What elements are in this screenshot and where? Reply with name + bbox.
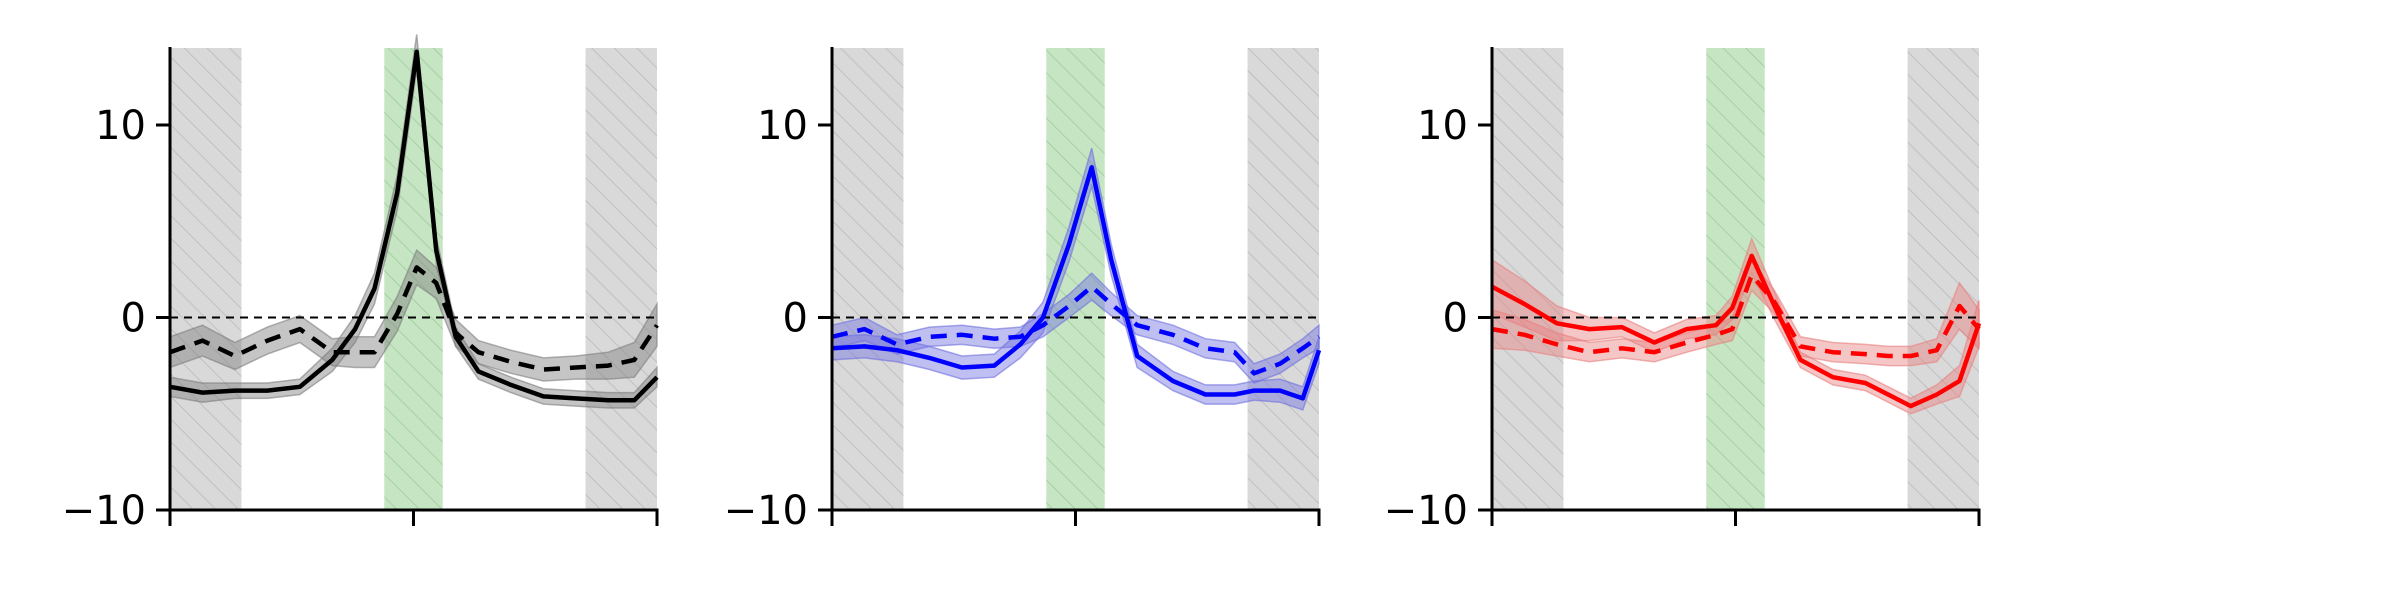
series-line-solid [169, 49, 659, 403]
error-band-solid [169, 34, 658, 409]
chart-panel-1: −10 0 10 [62, 34, 659, 534]
error-band-dashed [169, 248, 658, 382]
series-line-dashed [169, 265, 659, 372]
series-line-solid [831, 165, 1322, 401]
error-band-dashed [1491, 258, 1980, 367]
shaded-region-hatch-1 [832, 48, 904, 510]
chart-panel-3: −10 0 10 [1384, 47, 1982, 534]
y-tick-label: 0 [121, 296, 146, 342]
series-line-solid [1490, 253, 1982, 409]
series-line-dashed [831, 284, 1321, 376]
y-tick-label: 0 [1443, 296, 1468, 342]
series-line-dashed [1491, 272, 1981, 359]
shaded-region-hatch-3 [1247, 48, 1319, 510]
y-tick-label: −10 [724, 488, 808, 534]
shaded-region-hatch-3 [1907, 48, 1979, 510]
shaded-region-hatch-1 [1492, 48, 1564, 510]
chart-panel-2: −10 0 10 [724, 47, 1322, 534]
shaded-region-hatch-2 [384, 48, 443, 510]
shaded-region-hatch-3 [585, 48, 657, 510]
y-tick-label: 10 [1417, 103, 1468, 149]
y-tick-label: 0 [783, 296, 808, 342]
y-tick-label: 10 [95, 103, 146, 149]
y-tick-label: −10 [1384, 488, 1468, 534]
error-band-solid [831, 147, 1320, 411]
shaded-region-hatch-1 [170, 48, 242, 510]
y-tick-label: 10 [757, 103, 808, 149]
error-band-dashed [831, 272, 1320, 384]
y-tick-label: −10 [62, 488, 146, 534]
